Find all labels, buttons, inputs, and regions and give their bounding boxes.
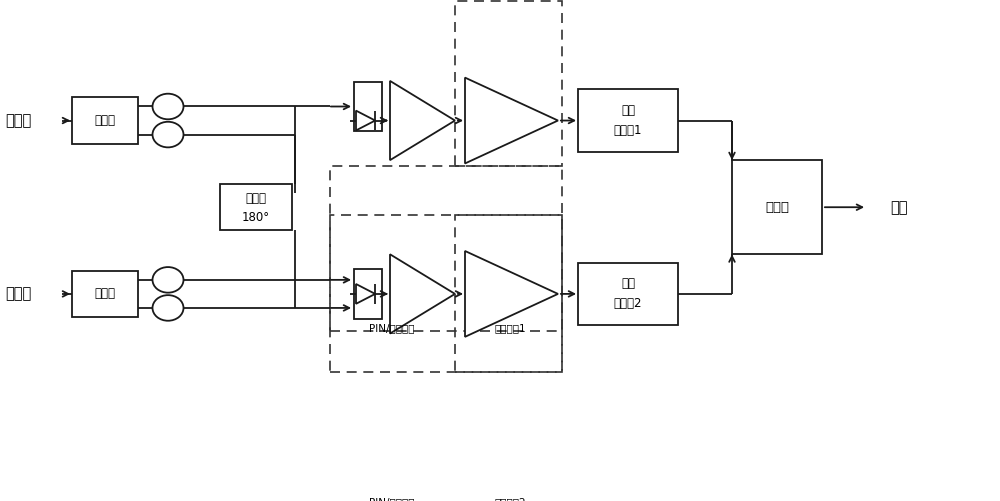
Text: 主放大器2: 主放大器2 <box>494 497 526 501</box>
Bar <box>578 89 678 152</box>
Polygon shape <box>356 111 375 130</box>
Bar <box>330 166 562 331</box>
Text: 分束器: 分束器 <box>94 114 116 127</box>
Polygon shape <box>390 255 455 334</box>
Bar <box>455 215 562 372</box>
Text: 本振光: 本振光 <box>5 287 31 302</box>
Text: 减法器: 减法器 <box>765 201 789 214</box>
Circle shape <box>152 295 184 321</box>
Bar <box>455 1 562 166</box>
Polygon shape <box>356 284 375 304</box>
Polygon shape <box>390 81 455 160</box>
Circle shape <box>152 94 184 119</box>
Text: PIN/前置放大: PIN/前置放大 <box>369 497 415 501</box>
Text: 信号光: 信号光 <box>5 113 31 128</box>
Text: 滤波器1: 滤波器1 <box>614 124 642 137</box>
Text: 180°: 180° <box>242 211 270 224</box>
Circle shape <box>152 122 184 147</box>
Bar <box>732 160 822 255</box>
Bar <box>578 263 678 325</box>
Bar <box>354 82 382 131</box>
Text: 分束器: 分束器 <box>94 288 116 301</box>
Bar <box>72 271 138 317</box>
Bar <box>354 269 382 319</box>
Text: 主放大器1: 主放大器1 <box>494 324 526 334</box>
Polygon shape <box>465 251 558 337</box>
Text: 带通: 带通 <box>621 278 635 291</box>
Text: PIN/前置放大: PIN/前置放大 <box>369 324 415 334</box>
Text: 滤波器2: 滤波器2 <box>614 297 642 310</box>
Circle shape <box>152 267 184 293</box>
Text: 输出: 输出 <box>890 200 908 215</box>
Bar <box>220 184 292 230</box>
Bar <box>330 215 562 372</box>
Polygon shape <box>465 78 558 163</box>
Text: 带通: 带通 <box>621 104 635 117</box>
Text: 移相器: 移相器 <box>246 192 266 205</box>
Bar <box>72 97 138 144</box>
